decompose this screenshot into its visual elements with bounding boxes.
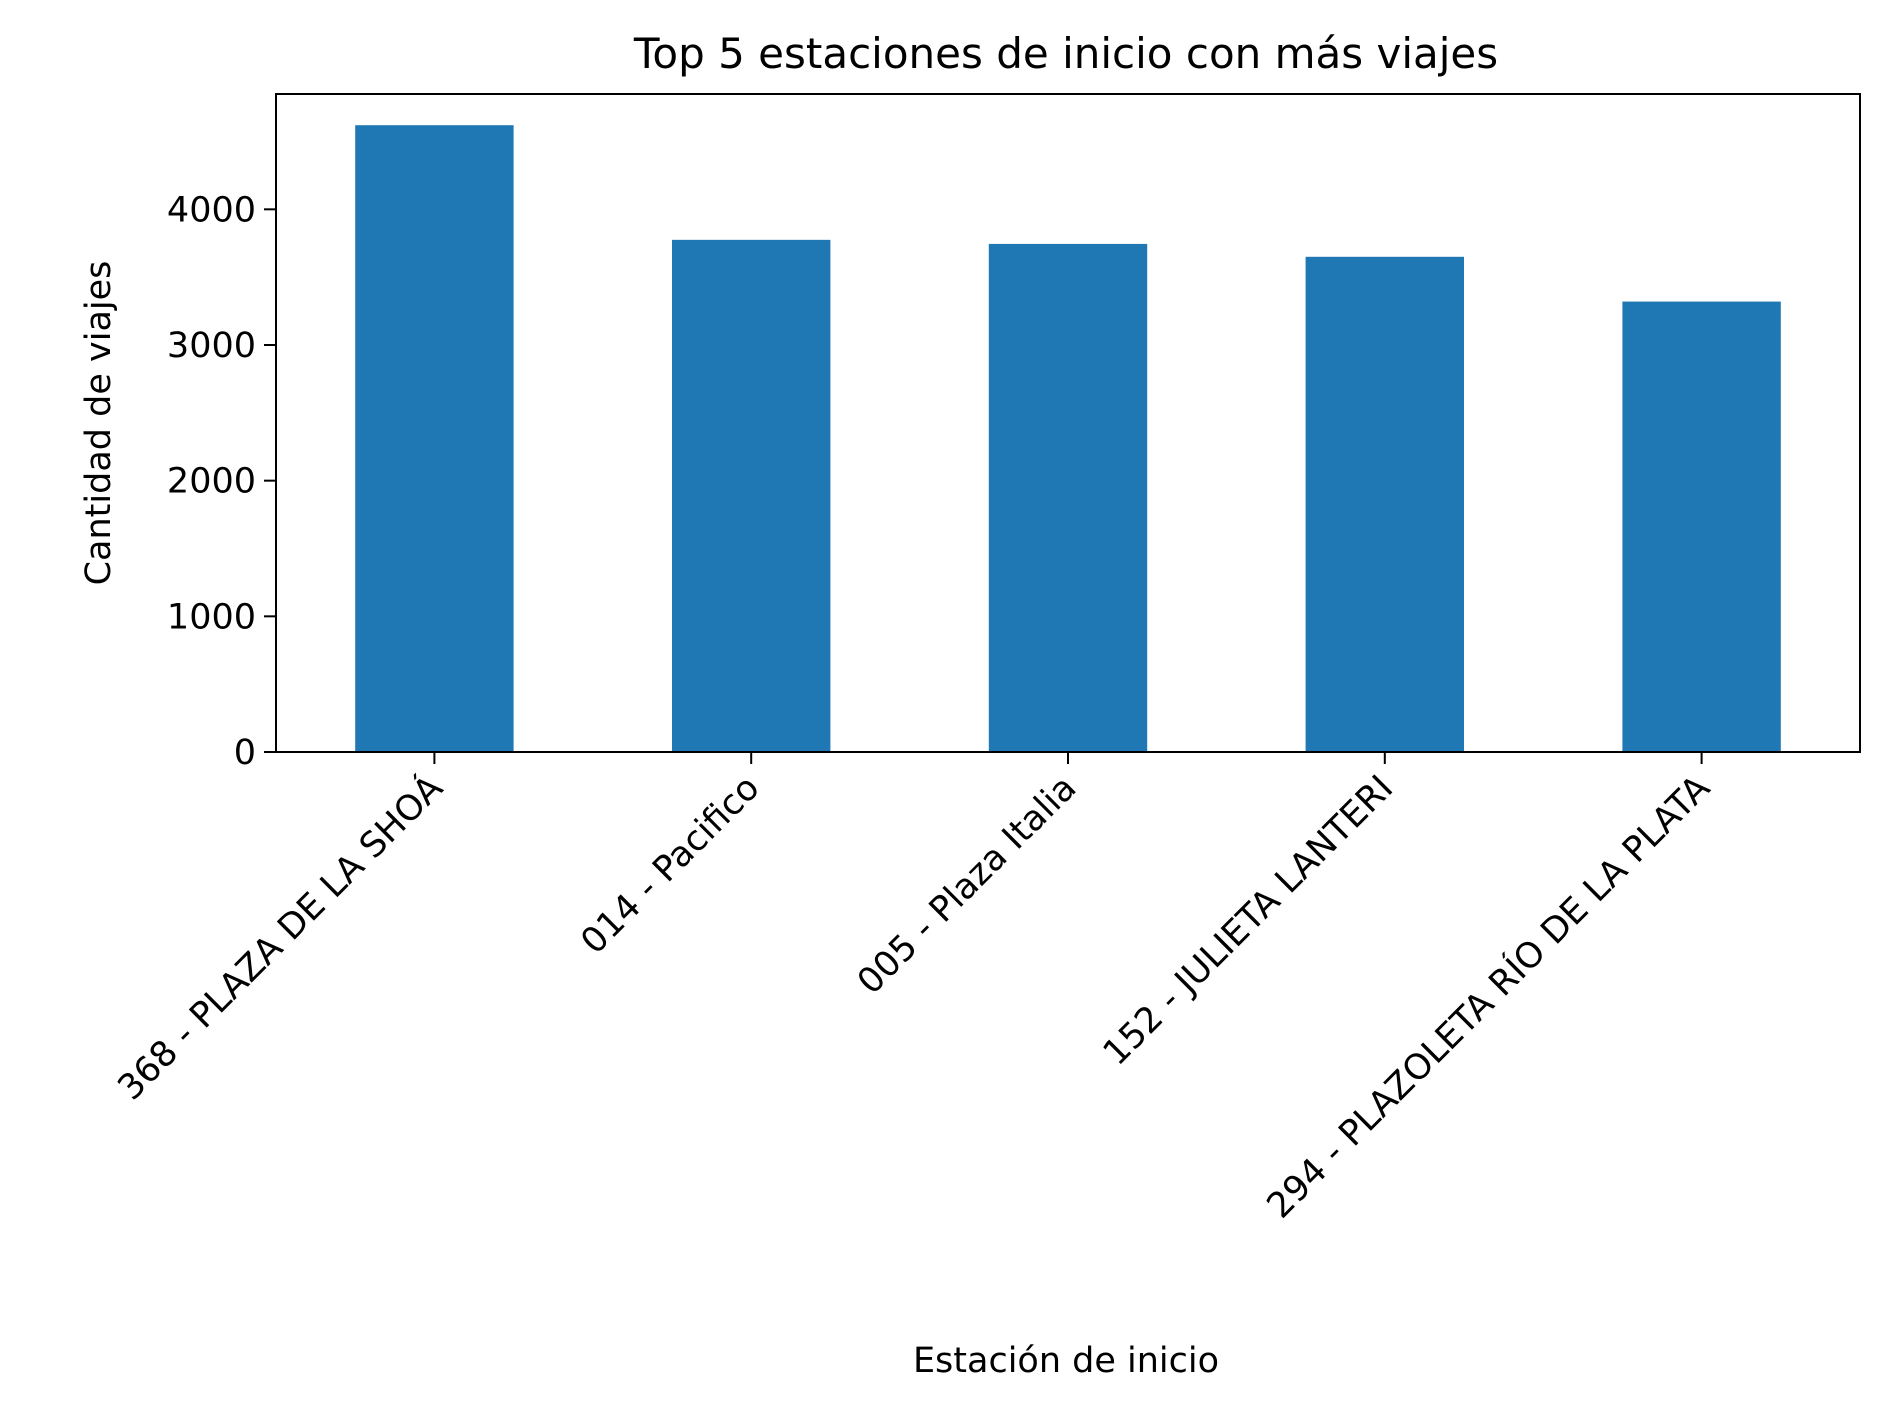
bar <box>1305 256 1464 752</box>
bar <box>1622 301 1781 752</box>
y-tick-label: 2000 <box>167 462 256 502</box>
y-tick-label: 1000 <box>167 597 256 637</box>
bar <box>988 243 1148 752</box>
y-tick-label: 0 <box>234 733 256 773</box>
y-axis-label: Cantidad de viajes <box>79 261 119 586</box>
y-tick-label: 4000 <box>167 190 256 230</box>
y-ticks-group: 0 1000 2000 3000 4000 <box>167 190 276 773</box>
bar <box>672 239 831 753</box>
bar <box>355 125 514 753</box>
bars-group <box>355 125 1781 753</box>
plot-area-frame <box>275 93 1861 753</box>
y-tick-label: 3000 <box>167 326 256 366</box>
chart-title: Top 5 estaciones de inicio con más viaje… <box>633 29 1498 78</box>
x-axis-label: Estación de inicio <box>913 1341 1219 1381</box>
